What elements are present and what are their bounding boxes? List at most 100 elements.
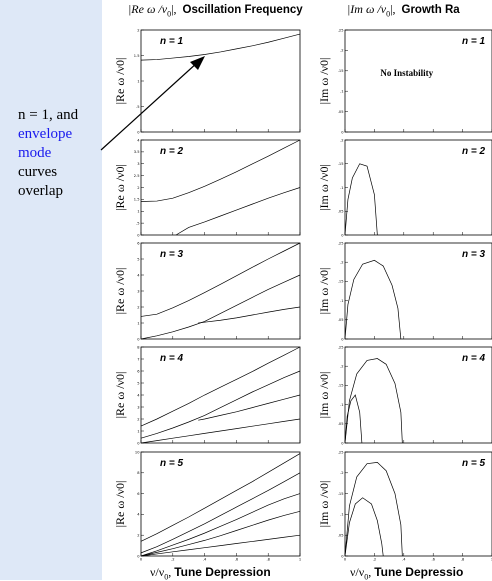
x-tick-label: .4: [203, 558, 207, 562]
frequency-title-sub: 0: [167, 9, 172, 19]
annotation-line-3: mode: [18, 145, 52, 161]
frequency-n1-panel: 0 .5 1 1.5 2 n = 1 |Re ω /ν0|: [113, 28, 301, 134]
y-tick-label: .2: [340, 49, 343, 53]
frequency-n2-y-axis-label: |Re ω /ν0|: [113, 164, 127, 211]
growth-n5-series-1-line: [344, 462, 403, 557]
annotation-line-1: n = 1, and: [18, 107, 79, 123]
x-tick-label: .8: [266, 558, 270, 562]
growth-n1-y-axis-label: |Im ω /ν0|: [317, 58, 331, 105]
frequency-n4-series-2-line: [140, 370, 301, 439]
frequency-n4-series-1-line: [140, 346, 301, 427]
y-tick-label: 3: [137, 162, 139, 166]
y-tick-label: .05: [338, 110, 344, 114]
x-tick-label: 1: [299, 558, 301, 562]
growth-x-sub: 0: [364, 572, 369, 581]
y-tick-label: 0: [341, 337, 344, 341]
y-tick-label: 3: [137, 289, 139, 293]
y-tick-label: 2: [137, 417, 139, 421]
y-tick-label: 1: [137, 79, 139, 83]
y-tick-label: .2: [340, 365, 343, 369]
growth-n3-panel: 0 .05 .1 .15 .2 .25 n = 3 |Im ω /ν0|: [317, 241, 492, 341]
y-tick-label: .15: [338, 280, 344, 284]
growth-n5-frame: [344, 451, 492, 557]
y-tick-label: 1: [137, 321, 139, 325]
x-tick-label: .4: [402, 558, 406, 562]
y-tick-label: .1: [340, 299, 343, 303]
frequency-n3-series-2-line: [140, 274, 301, 340]
x-tick-label: 0: [344, 558, 347, 562]
x-tick-label: .8: [461, 558, 465, 562]
growth-n4-frame: [344, 346, 492, 444]
y-tick-label: .2: [340, 138, 343, 142]
frequency-x-comma: ,: [168, 565, 172, 579]
y-tick-label: 0: [341, 554, 344, 558]
side-panel: [0, 0, 102, 580]
growth-n5-label: n = 5: [462, 458, 486, 469]
frequency-n5-series-5-line: [140, 534, 301, 557]
y-tick-label: 0: [341, 233, 344, 237]
y-tick-label: 0: [341, 441, 344, 445]
growth-n1-panel: 0 .05 .1 .15 .2 .25 n = 1 |Im ω /ν0| No Instabil…: [317, 28, 492, 134]
frequency-n3-series-3-line: [198, 306, 301, 324]
frequency-n5-series-2-line: [140, 472, 301, 554]
y-tick-label: 5: [137, 257, 139, 261]
growth-n2-series-1-line: [344, 163, 378, 236]
x-tick-label: .2: [171, 558, 174, 562]
y-tick-label: 3: [137, 405, 139, 409]
frequency-title-math: |Re ω /ν: [128, 2, 168, 16]
frequency-n2-panel: 0 .5 1 1.5 2 2.5 3 3.5 4 n = 2 |Re ω /ν0|: [113, 138, 301, 237]
growth-x-text: Tune Depressio: [374, 565, 464, 579]
y-tick-label: 8: [137, 471, 140, 475]
y-tick-label: 4: [137, 138, 140, 142]
frequency-column-title: |Re ω /ν0|, Oscillation Frequency: [128, 2, 303, 18]
y-tick-label: 6: [137, 241, 140, 245]
growth-n4-panel: 0 .05 .1 .15 .2 .25 n = 4 |Im ω /ν0|: [317, 345, 492, 445]
annotation-arrow-head: [190, 56, 205, 70]
y-tick-label: 1: [137, 210, 139, 214]
growth-n5-y-axis-label: |Im ω /ν0|: [317, 481, 331, 528]
growth-column-title: |Im ω /ν0|, Growth Ra: [347, 2, 460, 18]
frequency-n3-series-1-line: [140, 242, 301, 317]
y-tick-label: 2: [137, 186, 139, 190]
frequency-n5-y-axis-label: |Re ω /ν0|: [113, 481, 127, 528]
x-tick-label: 0: [140, 558, 143, 562]
y-tick-label: 4: [137, 393, 140, 397]
y-tick-label: .25: [338, 241, 344, 245]
frequency-n5-series-3-line: [140, 493, 301, 557]
x-tick-label: .2: [373, 558, 376, 562]
growth-n2-label: n = 2: [462, 146, 486, 157]
y-tick-label: 0: [137, 337, 140, 341]
growth-x-comma: ,: [368, 565, 372, 579]
y-tick-label: 2: [137, 534, 139, 538]
growth-x-axis-title: ν/ν0, Tune Depressio: [350, 565, 463, 581]
growth-title-math: |Im ω /ν: [347, 2, 387, 16]
annotation-line-4: curves: [18, 164, 58, 180]
y-tick-label: .1: [340, 186, 343, 190]
frequency-x-text: Tune Depression: [174, 565, 271, 579]
frequency-n5-series-4-line: [140, 510, 301, 557]
growth-n4-series-1-line: [344, 358, 403, 444]
frequency-n2-series-2-line: [175, 187, 301, 236]
growth-n4-y-axis-label: |Im ω /ν0|: [317, 372, 331, 419]
growth-n1-label: n = 1: [462, 36, 486, 47]
growth-n2-panel: 0 .05 .1 .15 .2 n = 2 |Im ω /ν0|: [317, 138, 492, 237]
y-tick-label: 0: [137, 441, 140, 445]
growth-title-text: Growth Ra: [401, 4, 460, 16]
growth-x-math: ν/ν: [350, 565, 365, 579]
overlap-annotation: n = 1, and envelope mode curves overlap: [18, 106, 104, 201]
frequency-n5-label: n = 5: [160, 458, 184, 469]
y-tick-label: .5: [136, 105, 139, 109]
annotation-line-5: overlap: [18, 183, 63, 199]
growth-n3-label: n = 3: [462, 249, 486, 260]
frequency-n3-panel: 0 1 2 3 4 5 6 n = 3 |Re ω /ν0|: [113, 241, 301, 341]
frequency-x-sub: 0: [164, 572, 169, 581]
frequency-n5-series-1-line: [140, 453, 301, 542]
y-tick-label: 3.5: [134, 150, 140, 154]
frequency-title-text: Oscillation Frequency: [182, 4, 303, 16]
y-tick-label: .5: [136, 221, 139, 225]
annotation-line-2: envelope: [18, 126, 73, 142]
growth-n4-series-2-line: [344, 394, 363, 444]
y-tick-label: 0: [137, 130, 140, 134]
growth-title-sub: 0: [386, 9, 391, 19]
